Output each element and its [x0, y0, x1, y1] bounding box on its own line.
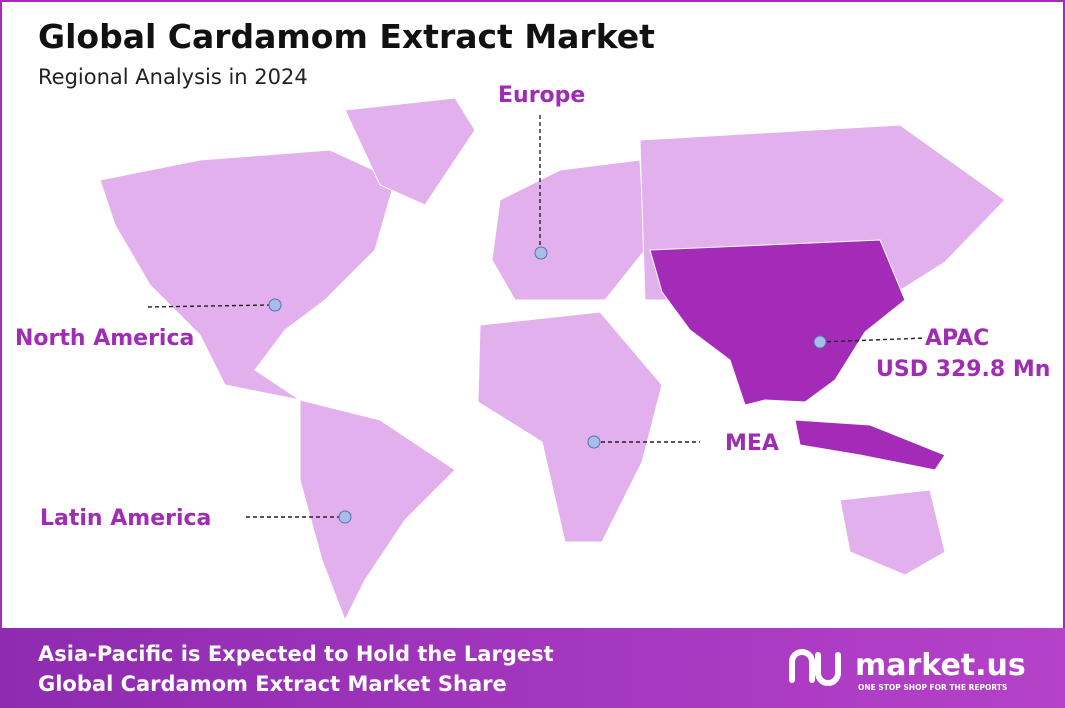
region-label: APAC — [925, 326, 989, 351]
leader-line — [147, 304, 271, 308]
region-marker — [338, 510, 352, 524]
tagline: ONE STOP SHOP FOR THE REPORTS — [858, 683, 1007, 692]
region-label: Latin America — [40, 506, 211, 531]
footer-band — [0, 628, 1065, 708]
subtitle: Regional Analysis in 2024 — [38, 65, 308, 89]
leader-line — [819, 337, 926, 343]
region-marker — [587, 435, 601, 449]
region-label: North America — [15, 326, 194, 351]
region-marker — [268, 298, 282, 312]
title: Global Cardamom Extract Market — [38, 17, 655, 56]
world-map — [99, 97, 1006, 622]
brand: market.us — [855, 648, 1026, 683]
region-label: Europe — [498, 83, 585, 108]
region-marker — [813, 335, 827, 349]
footer-text: Asia-Pacific is Expected to Hold the Lar… — [38, 642, 554, 666]
region-label: MEA — [725, 431, 779, 456]
footer-text: Global Cardamom Extract Market Share — [38, 672, 507, 696]
region-marker — [534, 246, 548, 260]
region-value: USD 329.8 Mn — [876, 357, 1050, 382]
logo: market.us ONE STOP SHOP FOR THE REPORTS — [789, 648, 1026, 692]
